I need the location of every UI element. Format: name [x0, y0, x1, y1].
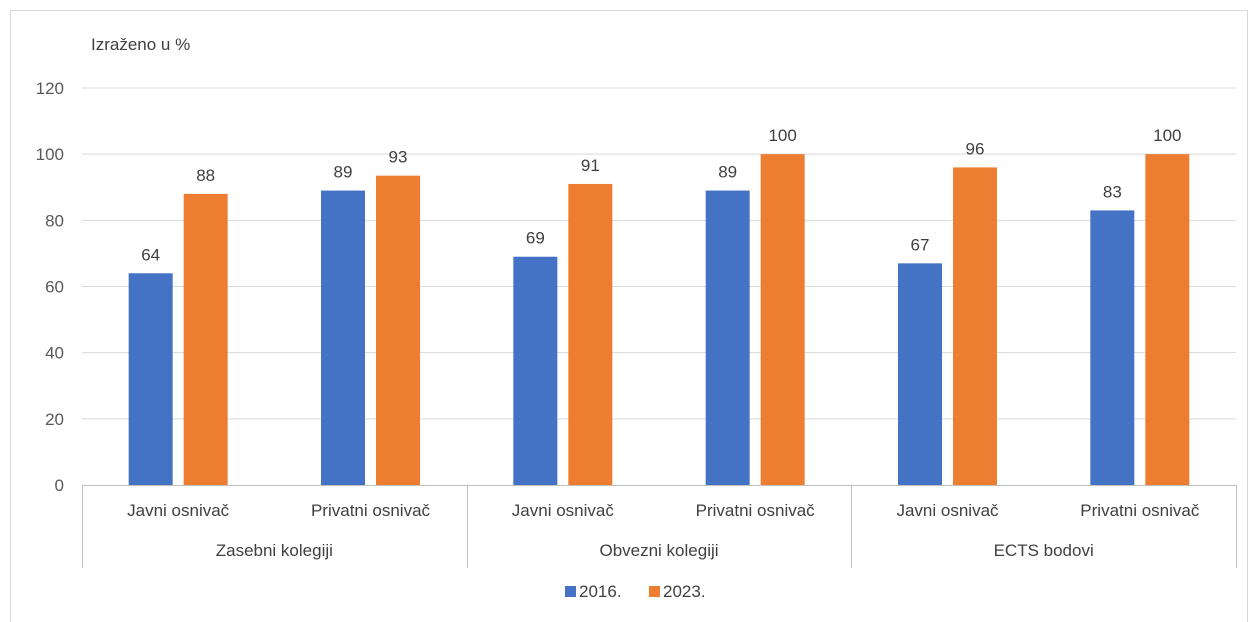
- x-category-label: Privatni osnivač: [1080, 501, 1200, 520]
- x-category-label: Privatni osnivač: [311, 501, 431, 520]
- x-category-label: Javni osnivač: [127, 501, 230, 520]
- bar-2016: [1090, 210, 1135, 486]
- y-tick-label: 60: [45, 278, 64, 297]
- y-tick-label: 120: [36, 79, 64, 98]
- data-label: 67: [911, 235, 930, 254]
- bar-2016: [321, 190, 365, 485]
- data-label: 96: [966, 139, 985, 158]
- x-group-label: ECTS bodovi: [994, 541, 1094, 560]
- bar-2023: [1145, 154, 1190, 485]
- data-label: 89: [334, 163, 353, 182]
- data-label: 69: [526, 229, 545, 248]
- legend-swatch: [565, 586, 576, 597]
- bar-2023: [568, 183, 613, 486]
- y-tick-label: 0: [55, 476, 64, 495]
- unit-label: Izraženo u %: [91, 35, 190, 54]
- bar-2023: [376, 175, 420, 485]
- data-label: 91: [581, 156, 600, 175]
- bar-2016: [898, 263, 942, 485]
- data-label: 100: [768, 126, 796, 145]
- legend-label: 2023.: [663, 582, 706, 601]
- bar-2016: [128, 273, 173, 485]
- x-category-label: Privatni osnivač: [696, 501, 816, 520]
- bar-2023: [760, 154, 805, 485]
- bar-2016: [513, 256, 558, 485]
- legend-label: 2016.: [579, 582, 622, 601]
- y-tick-label: 40: [45, 344, 64, 363]
- data-label: 93: [389, 148, 408, 167]
- x-category-label: Javni osnivač: [896, 501, 999, 520]
- y-tick-label: 20: [45, 410, 64, 429]
- bar-2023: [953, 167, 997, 485]
- chart-frame: [10, 10, 1248, 622]
- bar-2023: [183, 193, 228, 485]
- x-category-label: Javni osnivač: [512, 501, 615, 520]
- x-group-label: Obvezni kolegiji: [599, 541, 718, 560]
- data-label: 88: [196, 166, 215, 185]
- data-label: 89: [718, 163, 737, 182]
- data-label: 64: [141, 245, 160, 264]
- data-label: 83: [1103, 182, 1122, 201]
- y-tick-label: 100: [36, 145, 64, 164]
- x-group-label: Zasebni kolegiji: [216, 541, 333, 560]
- y-tick-label: 80: [45, 211, 64, 230]
- legend-swatch: [649, 586, 660, 597]
- bar-2016: [705, 190, 750, 485]
- data-label: 100: [1153, 126, 1181, 145]
